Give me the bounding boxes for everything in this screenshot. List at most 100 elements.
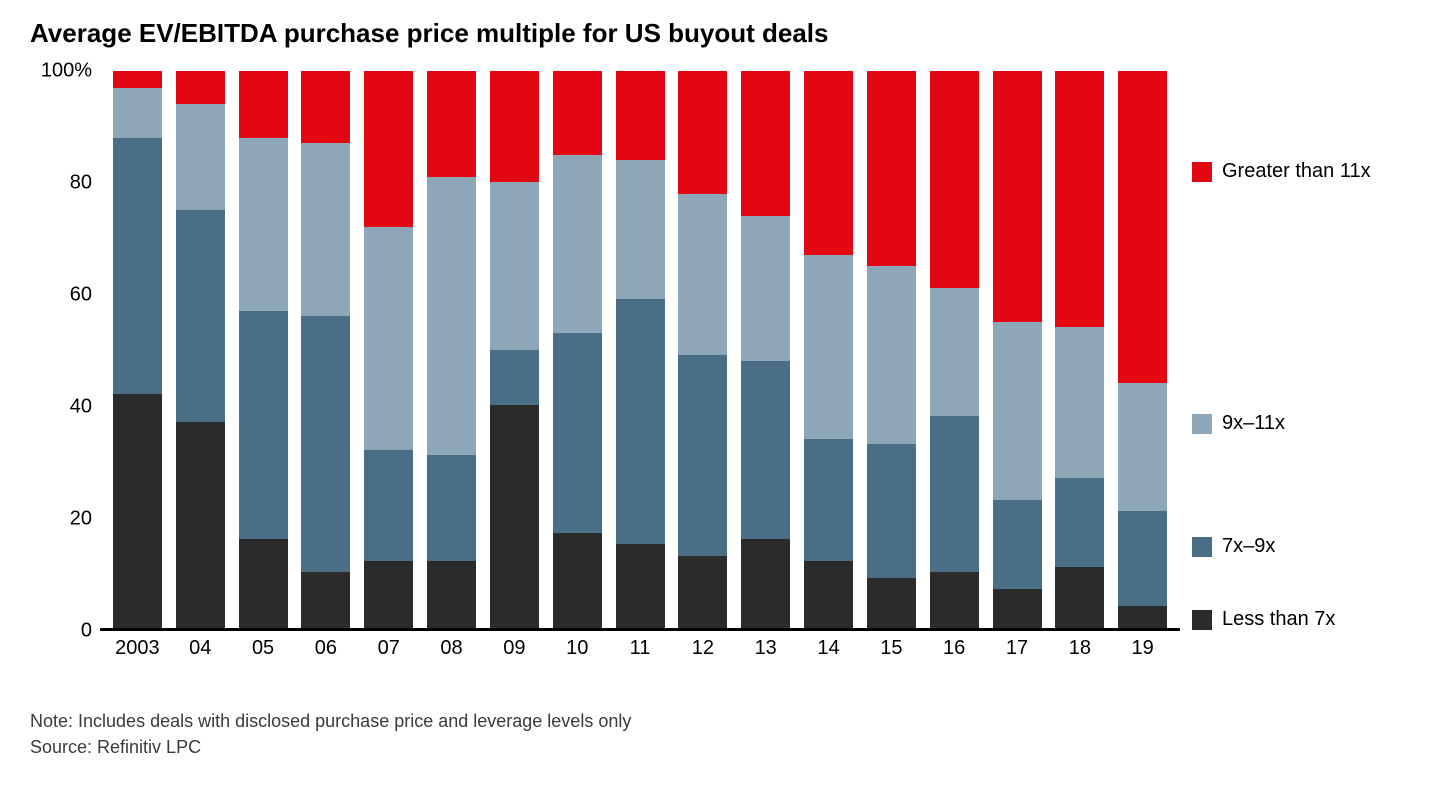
- bar-segment-gt11: [741, 71, 790, 216]
- bar-slot: [923, 71, 986, 628]
- legend-label: 9x–11x: [1222, 412, 1285, 435]
- legend-item-gt11: Greater than 11x: [1192, 160, 1371, 183]
- bar: [867, 71, 916, 628]
- chart-area: 020406080100% 20030405060708091011121314…: [30, 71, 1410, 660]
- bar: [1118, 71, 1167, 628]
- legend-swatch: [1192, 414, 1212, 434]
- y-tick: 0: [81, 620, 92, 643]
- bar-segment-s9_11: [1055, 327, 1104, 477]
- y-axis: 020406080100%: [30, 71, 100, 631]
- bar-segment-s7_9: [993, 500, 1042, 589]
- chart-footnote: Note: Includes deals with disclosed purc…: [30, 708, 1410, 760]
- bar-slot: [671, 71, 734, 628]
- bar-segment-s7_9: [239, 311, 288, 539]
- bar-segment-s9_11: [176, 104, 225, 210]
- bar-segment-lt7: [427, 561, 476, 628]
- y-tick: 80: [70, 172, 92, 195]
- bar-segment-lt7: [867, 578, 916, 628]
- bar-segment-s9_11: [239, 138, 288, 311]
- x-tick: 06: [294, 637, 357, 660]
- bar: [113, 71, 162, 628]
- bar-segment-s9_11: [678, 194, 727, 356]
- bar-slot: [420, 71, 483, 628]
- legend-swatch: [1192, 162, 1212, 182]
- x-tick: 11: [609, 637, 672, 660]
- legend-label: Greater than 11x: [1222, 160, 1371, 183]
- bar-segment-gt11: [1118, 71, 1167, 383]
- x-tick: 09: [483, 637, 546, 660]
- bar-segment-s7_9: [301, 316, 350, 572]
- bar-segment-s9_11: [804, 255, 853, 439]
- x-tick: 05: [232, 637, 295, 660]
- bar-segment-gt11: [930, 71, 979, 288]
- bar: [490, 71, 539, 628]
- bar-segment-gt11: [616, 71, 665, 160]
- bar: [930, 71, 979, 628]
- bar-segment-s7_9: [113, 138, 162, 394]
- bar-segment-gt11: [239, 71, 288, 138]
- bar-segment-lt7: [176, 422, 225, 628]
- y-tick: 100%: [41, 60, 92, 83]
- bar-segment-lt7: [930, 572, 979, 628]
- legend-swatch: [1192, 537, 1212, 557]
- bar-segment-s7_9: [1055, 478, 1104, 567]
- bar-segment-gt11: [301, 71, 350, 143]
- bar: [301, 71, 350, 628]
- bar-slot: [986, 71, 1049, 628]
- bar-segment-s9_11: [490, 182, 539, 349]
- bar-segment-gt11: [678, 71, 727, 194]
- bar-slot: [357, 71, 420, 628]
- bar-segment-s9_11: [1118, 383, 1167, 511]
- x-tick: 17: [986, 637, 1049, 660]
- bar-segment-gt11: [364, 71, 413, 227]
- bar-segment-lt7: [741, 539, 790, 628]
- x-tick: 10: [546, 637, 609, 660]
- legend-item-s9_11: 9x–11x: [1192, 412, 1285, 435]
- bar: [616, 71, 665, 628]
- bar: [239, 71, 288, 628]
- note-text: Note: Includes deals with disclosed purc…: [30, 708, 1410, 734]
- x-tick: 14: [797, 637, 860, 660]
- bar-segment-gt11: [490, 71, 539, 182]
- bar-slot: [483, 71, 546, 628]
- legend-swatch: [1192, 610, 1212, 630]
- bar-segment-gt11: [993, 71, 1042, 322]
- bar-segment-lt7: [553, 533, 602, 628]
- bar: [553, 71, 602, 628]
- y-tick: 20: [70, 508, 92, 531]
- bar-slot: [609, 71, 672, 628]
- legend-item-lt7: Less than 7x: [1192, 608, 1335, 631]
- bar-segment-s9_11: [427, 177, 476, 456]
- x-tick: 15: [860, 637, 923, 660]
- legend: Greater than 11x 9x–11x 7x–9x Less than 7x: [1180, 71, 1410, 631]
- bar-slot: [546, 71, 609, 628]
- bar-segment-s9_11: [993, 322, 1042, 500]
- chart-title: Average EV/EBITDA purchase price multipl…: [30, 18, 1410, 49]
- y-tick: 60: [70, 284, 92, 307]
- bar-segment-lt7: [678, 556, 727, 628]
- bar-segment-s7_9: [427, 455, 476, 561]
- bar: [741, 71, 790, 628]
- x-tick: 13: [734, 637, 797, 660]
- bar-segment-lt7: [301, 572, 350, 628]
- x-tick: 08: [420, 637, 483, 660]
- bar-segment-gt11: [867, 71, 916, 266]
- x-tick: 18: [1048, 637, 1111, 660]
- bar-slot: [294, 71, 357, 628]
- bar-segment-lt7: [616, 544, 665, 628]
- legend-item-s7_9: 7x–9x: [1192, 535, 1275, 558]
- bar-segment-s7_9: [176, 210, 225, 422]
- bar-segment-lt7: [1055, 567, 1104, 628]
- bar-slot: [169, 71, 232, 628]
- x-axis: 200304050607080910111213141516171819: [100, 631, 1180, 660]
- bar-segment-s9_11: [553, 155, 602, 333]
- bar-segment-s7_9: [616, 299, 665, 544]
- bar-segment-lt7: [364, 561, 413, 628]
- y-tick: 40: [70, 396, 92, 419]
- bar-segment-s7_9: [364, 450, 413, 561]
- bar-segment-s7_9: [1118, 511, 1167, 606]
- bar-slot: [1048, 71, 1111, 628]
- bar-segment-s9_11: [301, 143, 350, 316]
- legend-label: Less than 7x: [1222, 608, 1335, 631]
- bar: [364, 71, 413, 628]
